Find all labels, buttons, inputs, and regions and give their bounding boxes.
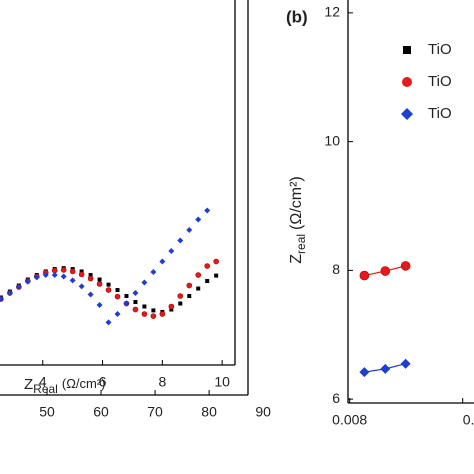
marker (141, 279, 148, 286)
marker (105, 319, 112, 326)
label-main: Z (24, 376, 33, 393)
marker (178, 301, 183, 306)
legend-label: TiO (428, 105, 452, 122)
y-tick-label: 6 (332, 390, 340, 406)
marker (51, 272, 58, 279)
marker (195, 272, 202, 278)
marker (159, 258, 166, 265)
label-unit: (Ω/cm²) (62, 376, 106, 391)
marker (359, 367, 370, 378)
marker (105, 287, 112, 293)
marker (132, 290, 139, 297)
marker (33, 274, 40, 281)
marker (114, 293, 121, 300)
marker (78, 271, 85, 278)
marker (380, 363, 391, 374)
x-tick-label: 70 (147, 404, 163, 420)
marker (78, 283, 85, 290)
marker (42, 272, 49, 279)
legend-marker (403, 46, 411, 54)
marker (400, 358, 411, 369)
marker (24, 278, 31, 285)
marker (159, 311, 166, 317)
legend-marker (402, 77, 412, 87)
marker (142, 304, 147, 309)
marker (214, 273, 219, 278)
marker (380, 266, 391, 276)
marker (195, 216, 202, 223)
b-y-label: Zreal (Ω/cm²) (288, 176, 308, 264)
marker (106, 282, 111, 287)
x-tick-label: 6 (99, 374, 107, 390)
marker (15, 284, 22, 291)
marker (359, 270, 370, 281)
marker (141, 311, 148, 317)
marker (87, 275, 94, 282)
marker (186, 227, 193, 234)
y-tick-label: 8 (332, 261, 340, 277)
panel-title: (b) (286, 7, 308, 26)
x-tick-label: 0.008 (332, 412, 367, 428)
marker (69, 277, 76, 284)
marker (132, 306, 139, 313)
label-sub: Real (33, 382, 58, 396)
label-main: Z (288, 254, 305, 264)
x-tick-label: 60 (93, 404, 109, 420)
marker (97, 277, 102, 282)
marker (88, 273, 93, 278)
marker (79, 269, 84, 274)
marker (123, 300, 130, 307)
marker (168, 303, 175, 310)
x-tick-label: 50 (39, 404, 55, 420)
legend-label: TiO (428, 73, 452, 90)
marker (60, 273, 67, 280)
marker (204, 263, 210, 269)
marker (69, 268, 76, 275)
marker (168, 248, 175, 255)
x-tick-label: 4 (39, 374, 47, 390)
marker (177, 293, 184, 299)
marker (96, 302, 103, 309)
y-tick-label: 12 (324, 4, 340, 20)
marker (6, 290, 13, 297)
marker (0, 296, 4, 303)
legend-label: TiO (428, 41, 452, 58)
inset-x-label: ZReal (Ω/cm²) (24, 376, 106, 396)
marker (186, 282, 193, 289)
marker (124, 294, 129, 299)
marker (114, 311, 121, 318)
marker (213, 258, 219, 265)
marker (151, 308, 156, 313)
marker (196, 286, 201, 291)
marker (150, 313, 157, 319)
marker (150, 269, 157, 276)
marker (204, 207, 211, 214)
marker (187, 294, 192, 299)
marker (115, 288, 120, 293)
marker (87, 291, 94, 298)
marker (133, 300, 138, 305)
legend-marker (401, 108, 413, 120)
marker (177, 237, 184, 244)
marker (400, 261, 411, 271)
x-tick-label: 80 (201, 404, 217, 420)
marker (96, 281, 103, 287)
x-tick-label: 90 (255, 404, 271, 420)
y-tick-label: 10 (324, 132, 340, 148)
x-tick-label: 10 (214, 374, 230, 390)
label-unit: (Ω/cm²) (288, 176, 305, 230)
label-sub: real (294, 234, 308, 254)
marker (169, 307, 174, 312)
marker (60, 267, 67, 273)
marker (205, 279, 210, 284)
x-tick-label: 8 (158, 374, 166, 390)
x-tick-label: 0.0 (463, 412, 474, 428)
